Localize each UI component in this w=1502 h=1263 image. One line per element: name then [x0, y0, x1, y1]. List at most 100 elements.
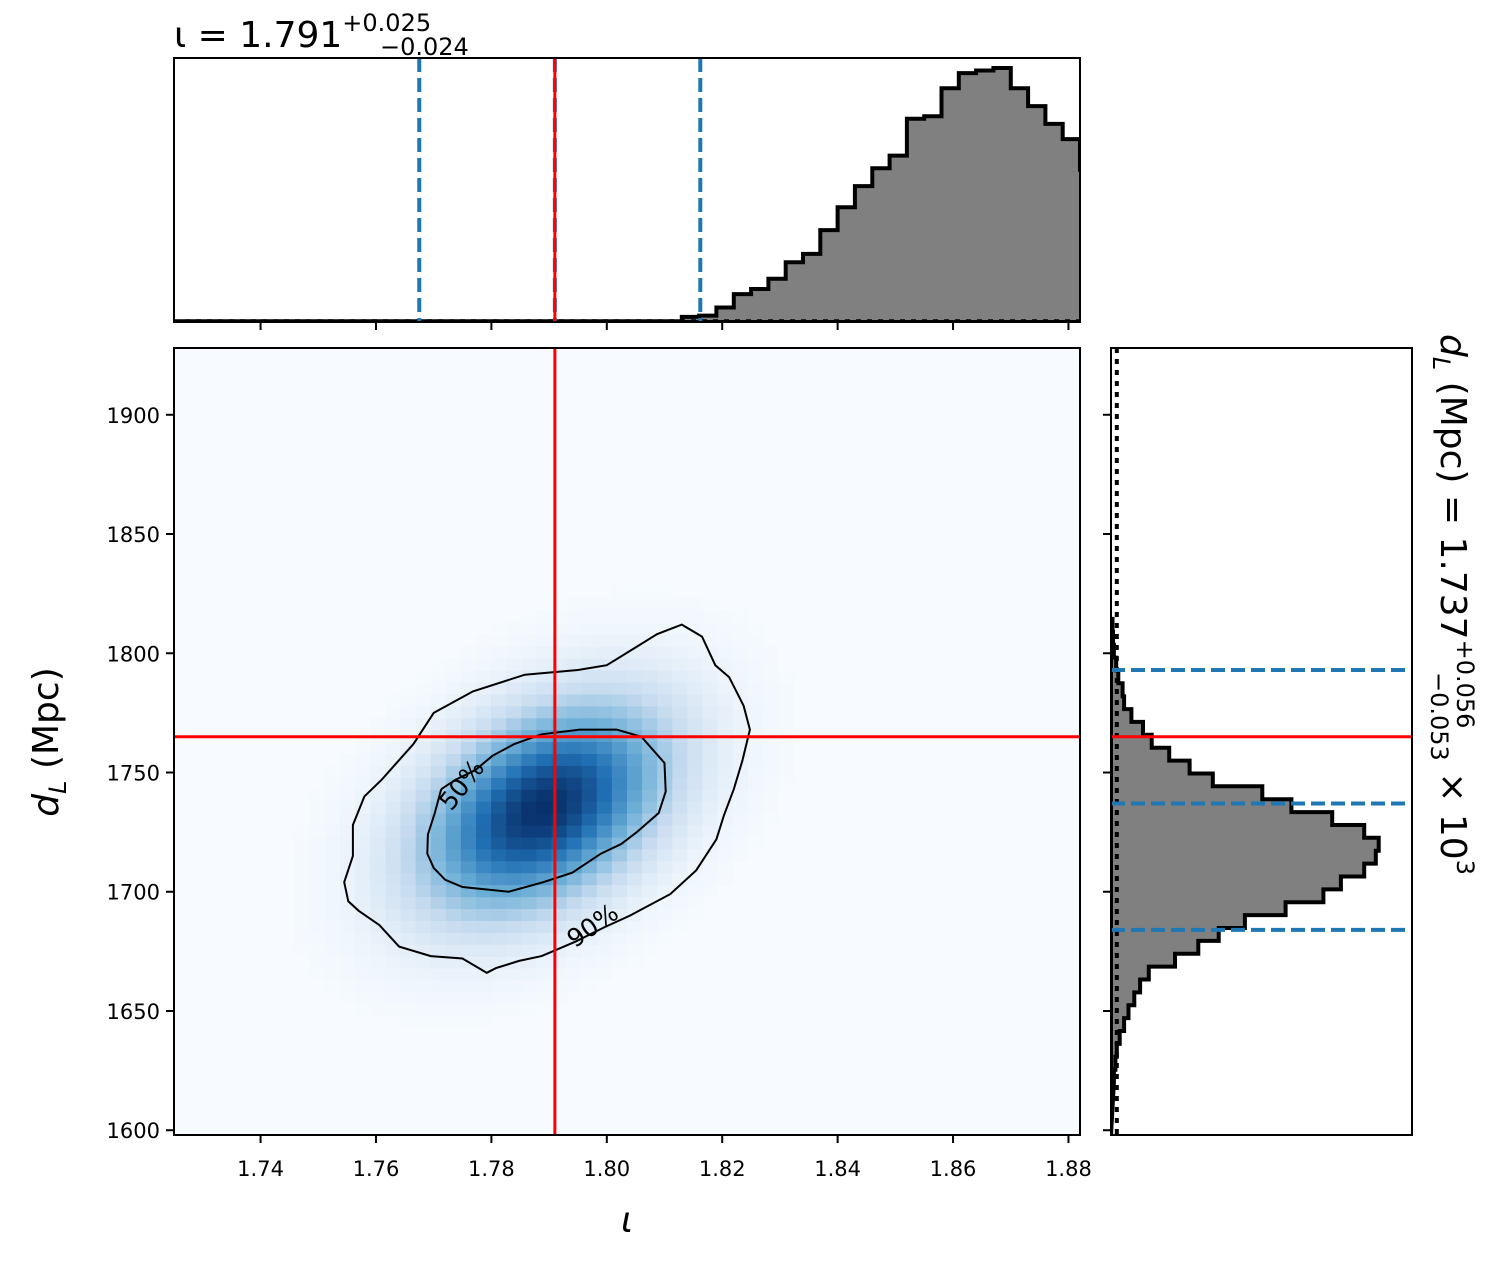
heatmap-cell	[672, 658, 688, 671]
heatmap-cell	[491, 801, 507, 814]
heatmap-cell	[566, 813, 583, 826]
heatmap-cell	[536, 801, 553, 814]
heatmap-cell	[566, 956, 583, 969]
heatmap-cell	[657, 693, 673, 707]
heatmap-cell	[611, 932, 628, 945]
heatmap-cell	[627, 717, 643, 731]
heatmap-cell	[581, 789, 598, 802]
heatmap-cell	[385, 991, 402, 1005]
heatmap-cell	[596, 801, 613, 814]
heatmap-cell	[506, 836, 522, 850]
top-panel-frame	[173, 57, 1081, 323]
heatmap-cell	[506, 1003, 522, 1017]
top-marginal-panel: ι = 1.791+0.025 −0.024	[173, 9, 1081, 330]
heatmap-cell	[657, 884, 673, 898]
heatmap-cell	[687, 908, 704, 921]
heatmap-cell	[294, 836, 311, 850]
heatmap-cell	[491, 896, 507, 910]
heatmap-cell	[521, 777, 537, 790]
heatmap-cell	[611, 753, 628, 766]
heatmap-cell	[536, 693, 553, 707]
heatmap-cell	[611, 813, 628, 826]
y-tick-label: 1700	[107, 881, 160, 905]
heatmap-cell	[536, 813, 553, 826]
heatmap-cell	[536, 789, 553, 802]
x-axis-label: ι	[621, 1200, 633, 1241]
heatmap-cell	[491, 669, 507, 683]
heatmap-cell	[340, 908, 356, 921]
heatmap-cell	[657, 920, 673, 933]
heatmap-cell	[642, 789, 658, 802]
heatmap-cell	[657, 824, 673, 838]
heatmap-cell	[657, 872, 673, 886]
heatmap-cell	[491, 765, 507, 778]
heatmap-cell	[385, 705, 402, 719]
heatmap-cell	[294, 932, 311, 945]
heatmap-cell	[627, 741, 643, 755]
heatmap-cell	[294, 872, 311, 886]
heatmap-cell	[732, 610, 749, 623]
heatmap-cell	[702, 610, 719, 623]
heatmap-cell	[521, 705, 537, 719]
heatmap-cell	[491, 860, 507, 874]
heatmap-cell	[778, 777, 794, 790]
heatmap-cell	[385, 1003, 402, 1017]
heatmap-cell	[702, 622, 719, 635]
heatmap-cell	[581, 610, 598, 623]
heatmap-cell	[581, 896, 598, 910]
heatmap-cell	[581, 741, 598, 755]
heatmap-cell	[385, 789, 402, 802]
heatmap-cell	[747, 813, 764, 826]
heatmap-cell	[642, 634, 658, 647]
heatmap-cell	[521, 908, 537, 921]
heatmap-cell	[536, 848, 553, 862]
heatmap-cell	[430, 693, 447, 707]
top-quantile-lines	[417, 58, 703, 322]
heatmap-cell	[491, 872, 507, 886]
heatmap-cell	[566, 765, 583, 778]
heatmap-cell	[566, 681, 583, 695]
heatmap-cell	[778, 681, 794, 695]
heatmap-cell	[325, 979, 341, 993]
heatmap-cell	[476, 765, 492, 778]
heatmap-cell	[747, 646, 764, 659]
heatmap-cell	[355, 956, 371, 969]
heatmap-cell	[627, 860, 643, 874]
heatmap-cell	[460, 836, 477, 850]
heatmap-cell	[385, 848, 402, 862]
y-tick-label: 1850	[107, 523, 160, 547]
heatmap-cell	[687, 705, 704, 719]
heatmap-cell	[325, 860, 341, 874]
heatmap-cell	[370, 944, 386, 957]
heatmap-cell	[732, 717, 749, 731]
heatmap-cell	[355, 753, 371, 766]
heatmap-cell	[717, 693, 734, 707]
x-tick-label: 1.88	[1045, 1157, 1092, 1181]
heatmap-cell	[717, 860, 734, 874]
heatmap-cell	[415, 896, 432, 910]
heatmap-cell	[430, 968, 447, 981]
heatmap-cell	[370, 872, 386, 886]
heatmap-cell	[566, 598, 583, 611]
heatmap-cell	[672, 836, 688, 850]
heatmap-cell	[491, 908, 507, 921]
heatmap-cell	[672, 824, 688, 838]
heatmap-cell	[657, 741, 673, 755]
heatmap-cell	[460, 741, 477, 755]
heatmap-cell	[445, 908, 462, 921]
heatmap-cell	[627, 658, 643, 671]
heatmap-cell	[521, 681, 537, 695]
heatmap-cell	[672, 789, 688, 802]
heatmap-cell	[460, 801, 477, 814]
heatmap-cell	[309, 944, 326, 957]
heatmap-cell	[506, 968, 522, 981]
x-tick-label: 1.78	[468, 1157, 515, 1181]
heatmap-cell	[566, 610, 583, 623]
heatmap-cell	[460, 920, 477, 933]
heatmap-cell	[415, 801, 432, 814]
heatmap-cell	[309, 801, 326, 814]
heatmap-cell	[491, 920, 507, 933]
heatmap-cell	[506, 765, 522, 778]
heatmap-cell	[309, 836, 326, 850]
heatmap-cell	[687, 717, 704, 731]
